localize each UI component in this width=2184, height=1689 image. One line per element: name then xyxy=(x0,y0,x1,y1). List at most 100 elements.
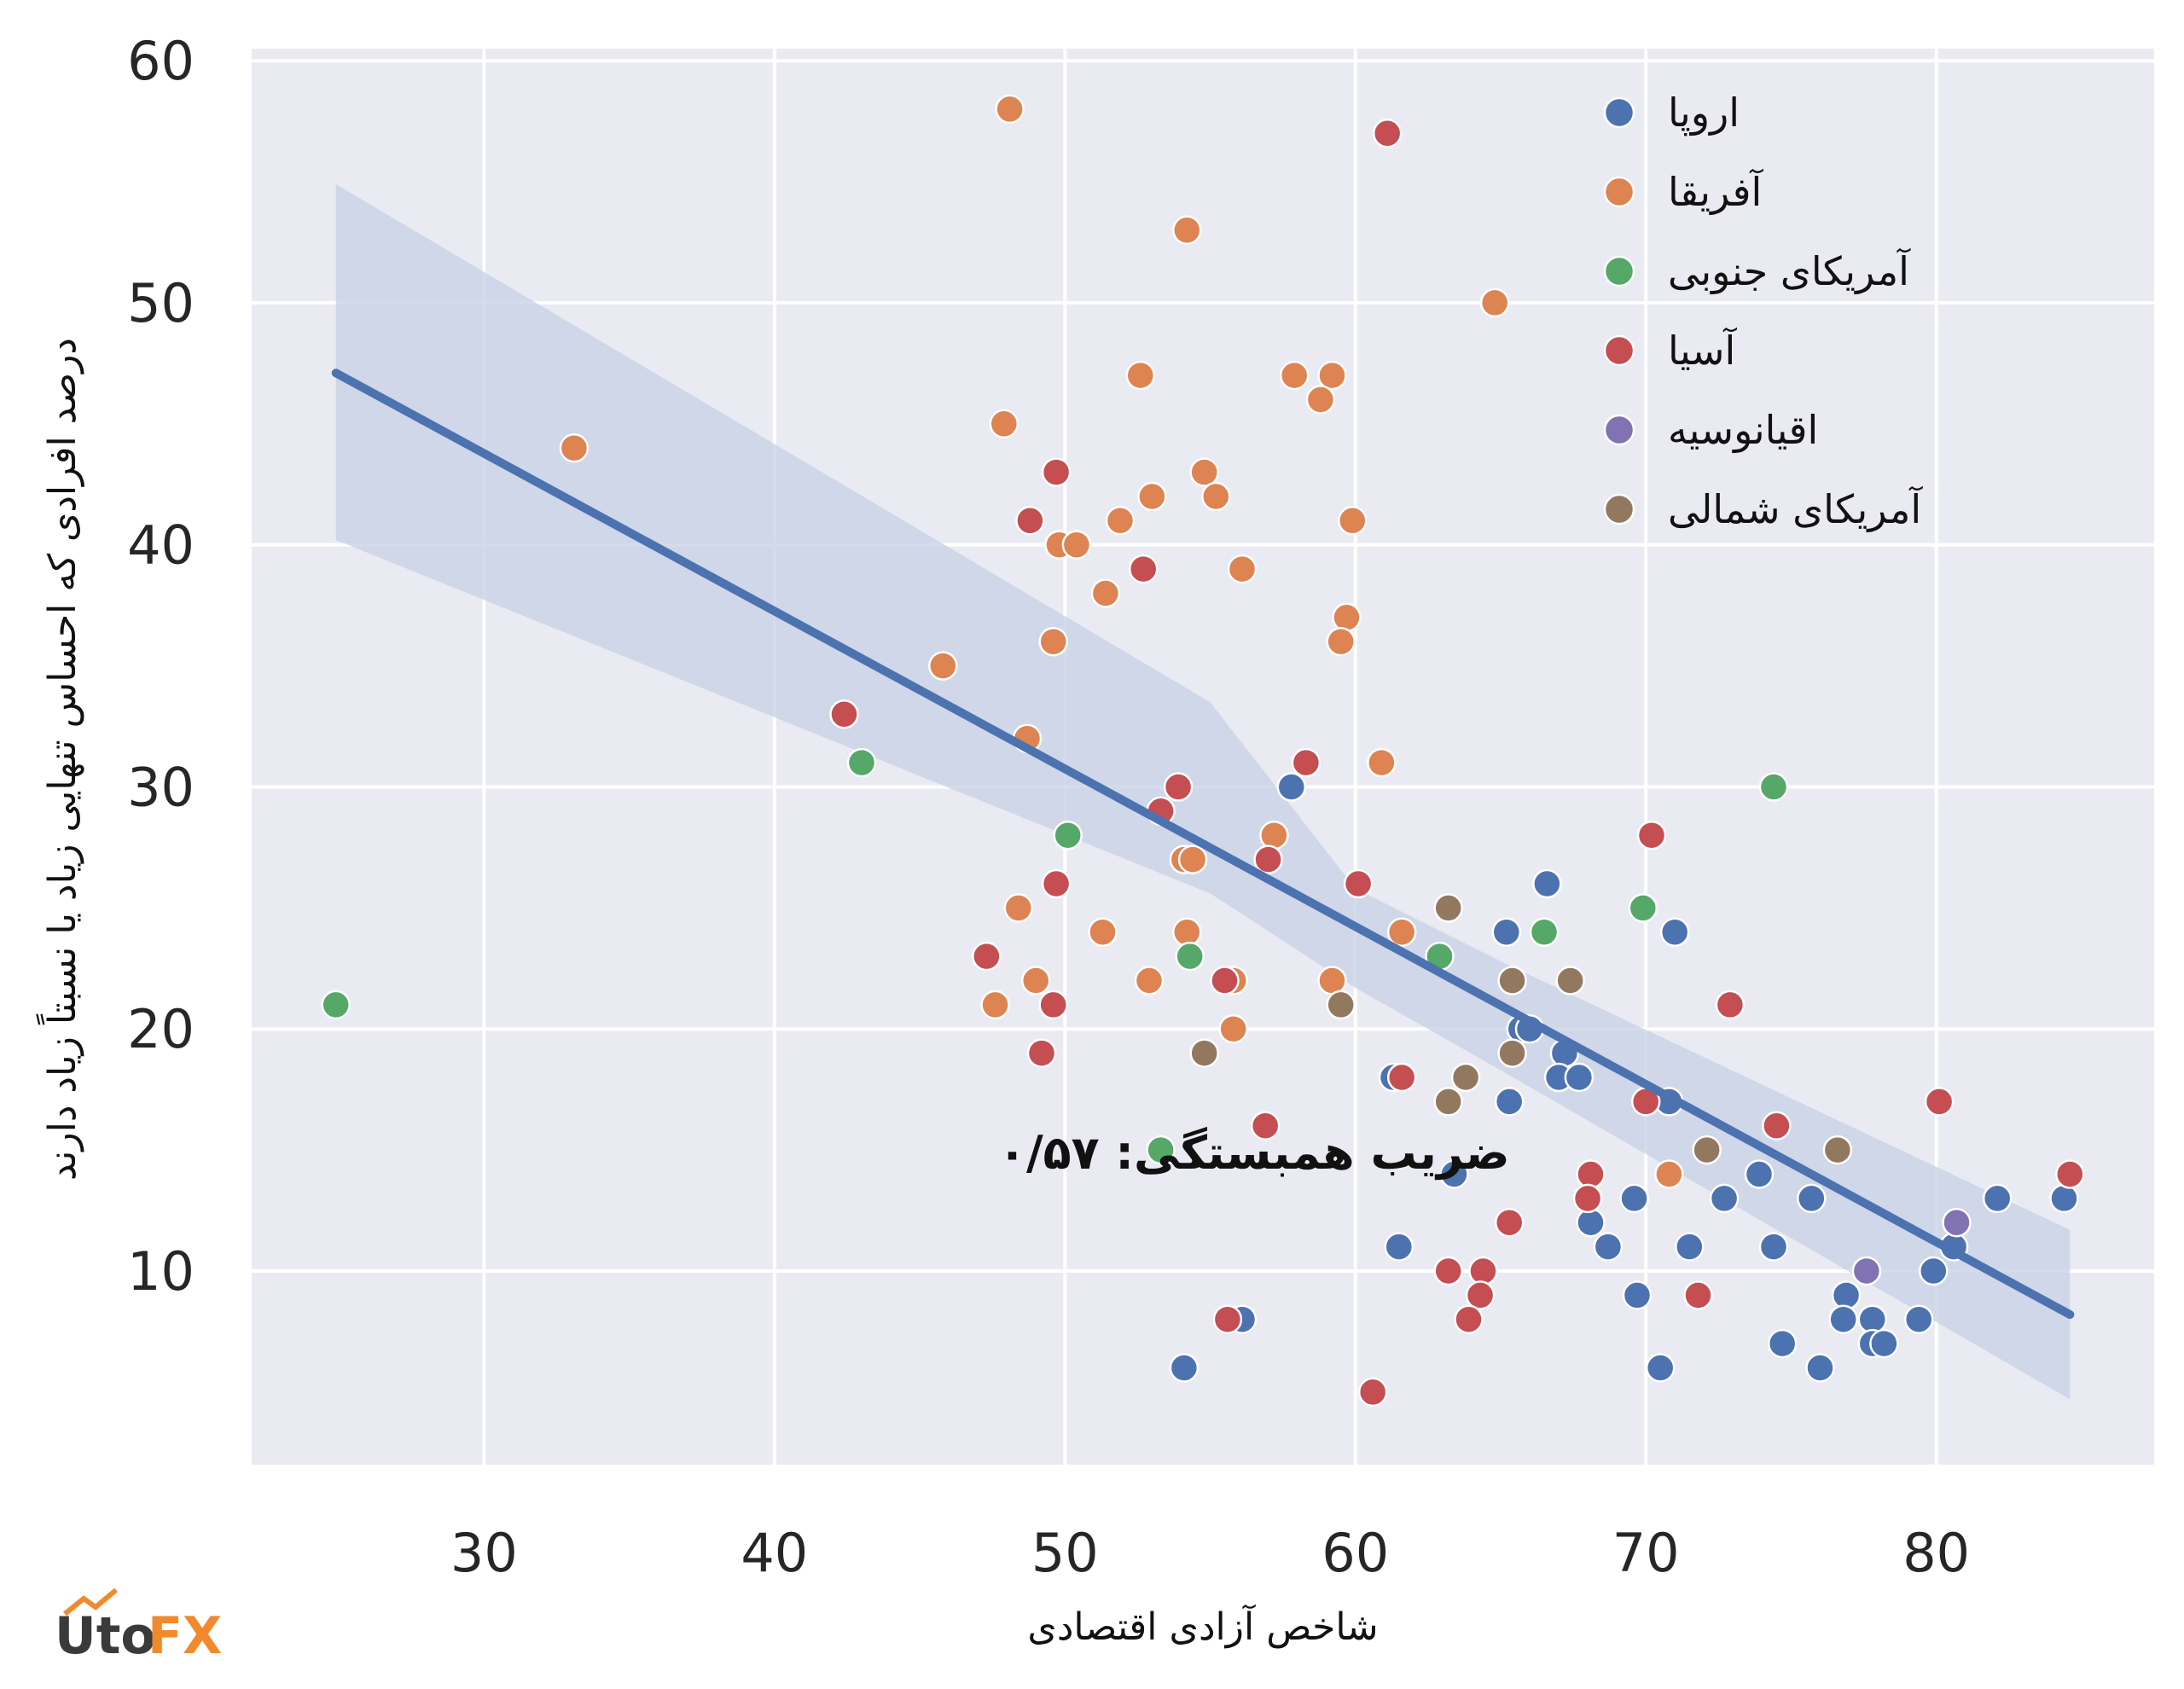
point-series-1-19 xyxy=(1038,626,1068,657)
point-series-1-16 xyxy=(1227,554,1258,584)
legend-label-1: آفریقا xyxy=(1668,169,1763,216)
point-series-3-6 xyxy=(1163,772,1194,802)
x-tick-label-70: 70 xyxy=(1612,1522,1680,1584)
point-series-0-31 xyxy=(1903,1304,1934,1334)
point-series-1-35 xyxy=(980,990,1010,1020)
y-tick-label-50: 50 xyxy=(127,272,195,334)
point-series-0-17 xyxy=(1982,1183,2013,1214)
point-series-0-12 xyxy=(1439,1159,1469,1189)
point-series-0-8 xyxy=(1564,1062,1594,1093)
point-series-2-4 xyxy=(1628,893,1658,923)
point-series-2-3 xyxy=(1758,772,1789,802)
x-tick-labels: 30 40 50 60 70 80 xyxy=(450,1522,1970,1584)
point-series-1-12 xyxy=(1105,506,1136,536)
point-series-0-15 xyxy=(1709,1183,1740,1214)
point-series-3-25 xyxy=(1433,1256,1463,1286)
x-tick-label-50: 50 xyxy=(1031,1522,1099,1584)
regression-line xyxy=(331,369,2075,1320)
point-series-1-11 xyxy=(1201,481,1231,512)
y-tick-label-30: 30 xyxy=(127,756,195,818)
y-tick-label-40: 40 xyxy=(127,514,195,577)
point-series-0-25 xyxy=(1919,1256,1949,1286)
point-series-5-3 xyxy=(1326,990,1356,1020)
point-series-0-26 xyxy=(1622,1280,1653,1310)
legend-label-5: آمریکای شمالی xyxy=(1668,486,1923,533)
point-series-2-1 xyxy=(846,747,877,778)
point-series-3-24 xyxy=(1494,1207,1525,1238)
point-series-0-1 xyxy=(1532,868,1562,899)
legend-marker-3 xyxy=(1603,334,1635,367)
legend-marker-4 xyxy=(1603,414,1635,446)
point-series-1-3 xyxy=(559,432,590,463)
point-series-3-4 xyxy=(829,699,859,729)
point-series-1-7 xyxy=(989,409,1019,439)
point-series-1-0 xyxy=(995,94,1025,125)
point-series-3-28 xyxy=(1683,1280,1713,1310)
point-series-1-13 xyxy=(1338,506,1368,536)
logo-text-uto: Uto xyxy=(55,1606,156,1666)
point-series-5-1 xyxy=(1497,966,1527,995)
point-series-0-27 xyxy=(1831,1280,1862,1310)
logo-text-fx: FX xyxy=(148,1606,222,1666)
point-series-0-18 xyxy=(2049,1183,2079,1214)
correlation-annotation: ضریب همبستگی: ۰/۵۷ xyxy=(998,1126,1510,1180)
x-tick-label-80: 80 xyxy=(1902,1522,1970,1584)
point-series-1-30 xyxy=(1386,917,1417,947)
point-series-5-9 xyxy=(1822,1135,1853,1165)
point-series-1-27 xyxy=(1003,893,1034,923)
point-series-0-22 xyxy=(1675,1232,1705,1262)
point-series-3-19 xyxy=(1762,1111,1792,1141)
point-series-0-29 xyxy=(1828,1304,1858,1334)
point-series-1-17 xyxy=(1090,578,1121,608)
logo-arrow-icon xyxy=(63,1587,118,1616)
point-series-5-7 xyxy=(1433,1087,1463,1117)
point-series-1-37 xyxy=(1654,1159,1684,1189)
point-series-3-9 xyxy=(1343,868,1374,899)
point-series-3-10 xyxy=(1041,868,1072,899)
point-series-3-2 xyxy=(1015,506,1045,536)
point-series-3-0 xyxy=(1372,119,1403,148)
point-series-3-1 xyxy=(1041,457,1072,487)
x-tick-label-30: 30 xyxy=(450,1522,518,1584)
point-series-3-29 xyxy=(1212,1304,1243,1334)
point-series-1-21 xyxy=(928,651,958,681)
utofx-logo: Uto FX xyxy=(55,1587,222,1666)
y-tick-label-10: 10 xyxy=(127,1240,195,1303)
point-series-2-6 xyxy=(1175,941,1205,972)
x-tick-label-40: 40 xyxy=(741,1522,808,1584)
point-series-0-23 xyxy=(1758,1232,1789,1262)
point-series-0-16 xyxy=(1797,1183,1827,1214)
legend-marker-5 xyxy=(1603,493,1635,525)
point-series-3-20 xyxy=(1250,1111,1281,1141)
point-series-3-32 xyxy=(1636,820,1667,850)
point-series-3-12 xyxy=(1210,966,1240,995)
point-series-3-22 xyxy=(2055,1159,2085,1189)
point-series-1-2 xyxy=(1479,287,1510,318)
point-series-0-19 xyxy=(1576,1207,1606,1238)
point-series-1-18 xyxy=(1332,602,1362,633)
point-series-3-16 xyxy=(1386,1062,1417,1093)
legend-label-0: اروپا xyxy=(1668,90,1740,136)
y-axis-title: درصد افرادی که احساس تنهایی زیاد یا نسبت… xyxy=(35,338,84,1181)
point-series-5-4 xyxy=(1497,1038,1527,1068)
point-series-2-0 xyxy=(321,990,351,1020)
legend: اروپا آفریقا آمریکای جنوبی آسیا اقیانوسیه آمر… xyxy=(1603,90,1923,533)
point-series-1-8 xyxy=(1305,385,1336,415)
point-series-1-15 xyxy=(1061,530,1092,560)
point-series-0-3 xyxy=(1659,917,1690,947)
point-series-1-4 xyxy=(1125,360,1156,391)
point-series-3-30 xyxy=(1454,1304,1484,1334)
point-series-1-9 xyxy=(1189,457,1219,487)
data-points xyxy=(321,94,2085,1408)
point-series-1-32 xyxy=(1134,966,1165,995)
legend-label-4: اقیانوسیه xyxy=(1668,407,1818,454)
regression-line-group xyxy=(331,369,2075,1320)
point-series-2-2 xyxy=(1053,820,1083,850)
x-tick-label-60: 60 xyxy=(1321,1522,1389,1584)
point-series-1-28 xyxy=(1088,917,1118,947)
point-series-0-2 xyxy=(1491,917,1522,947)
point-series-1-36 xyxy=(1218,1013,1248,1044)
point-series-3-27 xyxy=(1465,1280,1496,1310)
point-series-3-18 xyxy=(1924,1087,1955,1117)
point-series-3-15 xyxy=(1026,1038,1057,1068)
